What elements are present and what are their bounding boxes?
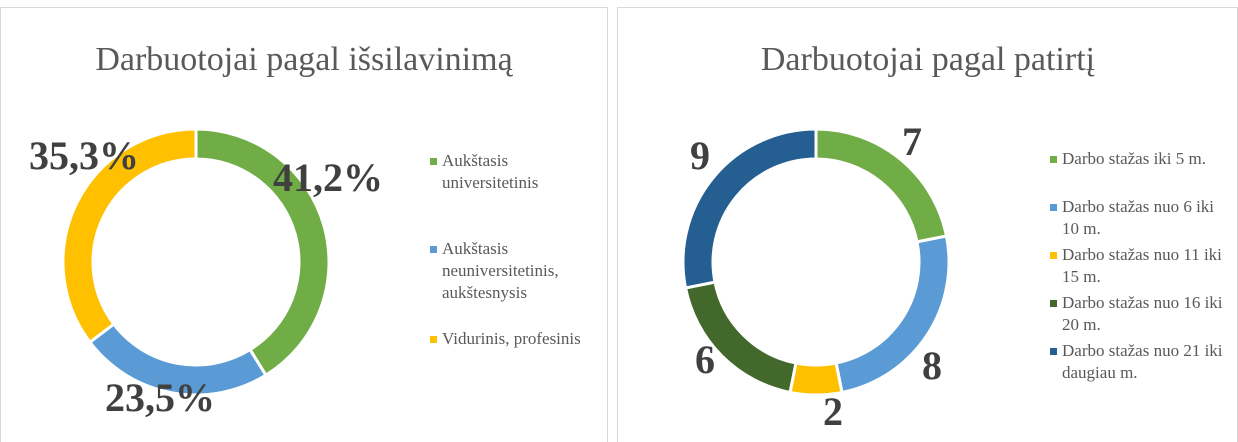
legend-swatch	[430, 336, 437, 343]
legend-swatch	[1050, 252, 1057, 259]
legend-item: Darbo stažas iki 5 m.	[1050, 148, 1234, 170]
legend-label: Darbo stažas nuo 6 iki 10 m.	[1062, 197, 1215, 238]
data-label: 6	[695, 337, 715, 382]
legend-label: Aukštasis neuniversitetinis, aukštesnysi…	[442, 239, 559, 302]
legend-item: Darbo stažas nuo 6 iki 10 m.	[1050, 196, 1234, 240]
legend-swatch	[1050, 348, 1057, 355]
data-label: 8	[922, 343, 942, 388]
legend-item: Aukštasis neuniversitetinis, aukštesnysi…	[430, 238, 592, 304]
legend-swatch	[430, 158, 437, 165]
legend-label: Vidurinis, profesinis	[442, 329, 581, 348]
data-label: 35,3%	[29, 133, 139, 178]
donut-slice	[681, 127, 818, 290]
legend-label: Darbo stažas iki 5 m.	[1062, 149, 1206, 168]
data-label: 23,5%	[105, 375, 215, 420]
legend-label: Aukštasis universitetinis	[442, 151, 539, 192]
legend-swatch	[1050, 204, 1057, 211]
data-label: 41,2%	[273, 155, 383, 200]
legend-item: Darbo stažas nuo 11 iki 15 m.	[1050, 244, 1234, 288]
legend-item: Vidurinis, profesinis	[430, 328, 592, 350]
legend-item: Aukštasis universitetinis	[430, 150, 592, 194]
data-label: 2	[823, 389, 843, 434]
legend-item: Darbo stažas nuo 21 iki daugiau m.	[1050, 340, 1234, 384]
legend-swatch	[1050, 300, 1057, 307]
legend-item: Darbo stažas nuo 16 iki 20 m.	[1050, 292, 1234, 336]
legend-label: Darbo stažas nuo 21 iki daugiau m.	[1062, 341, 1223, 382]
legend-swatch	[430, 246, 437, 253]
legend-label: Darbo stažas nuo 16 iki 20 m.	[1062, 293, 1223, 334]
chart-title: Darbuotojai pagal išsilavinimą	[95, 41, 513, 78]
donut-slice	[61, 127, 198, 345]
legend-label: Darbo stažas nuo 11 iki 15 m.	[1062, 245, 1222, 286]
chart-title: Darbuotojai pagal patirtį	[761, 41, 1095, 78]
data-label: 7	[902, 119, 922, 164]
data-label: 9	[690, 133, 710, 178]
legend-swatch	[1050, 156, 1057, 163]
